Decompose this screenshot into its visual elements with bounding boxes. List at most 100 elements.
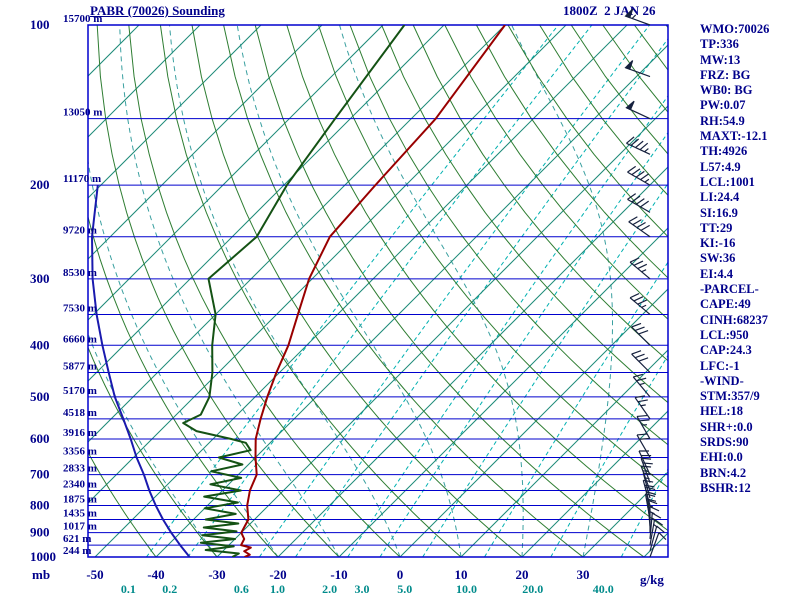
height-label: 2833 m — [63, 463, 97, 475]
info-line: LCL:950 — [700, 327, 749, 342]
gkg-unit-label: g/kg — [640, 572, 664, 587]
moist-adiabat-line — [169, 25, 401, 557]
info-line: STM:357/9 — [700, 389, 760, 404]
isotherm-line — [460, 349, 668, 557]
isotherm-line — [94, 25, 628, 557]
height-label: 11170 m — [63, 173, 101, 185]
temp-axis-label: -40 — [147, 567, 164, 582]
mixing-ratio-line — [258, 25, 650, 557]
isotherm-line — [88, 25, 384, 321]
wind-barb — [636, 414, 651, 440]
wind-barb — [632, 373, 651, 398]
isotherm-line — [88, 25, 140, 77]
temp-axis-label: 20 — [516, 567, 529, 582]
isotherm-line — [88, 25, 262, 199]
temp-axis-label: 10 — [455, 567, 468, 582]
mixing-ratio-label: 40.0 — [593, 582, 614, 596]
info-line: RH:54.9 — [700, 113, 745, 128]
height-label: 13050 m — [63, 107, 102, 119]
isotherm-line — [88, 25, 445, 382]
wind-barb-column — [624, 8, 667, 558]
moist-adiabat-line — [511, 25, 613, 557]
dry-adiabat-line — [159, 25, 462, 557]
mixing-ratio-line — [187, 25, 593, 557]
height-label: 1435 m — [63, 507, 97, 519]
info-line: SHR+:0.0 — [700, 419, 753, 434]
info-line: -WIND- — [700, 373, 744, 388]
info-line: WMO:70026 — [700, 22, 770, 36]
pressure-label: 100 — [30, 17, 50, 32]
info-line: FRZ: BG — [700, 67, 751, 82]
mb-unit-label: mb — [32, 567, 50, 582]
temperature-trace — [240, 25, 506, 557]
background-grid — [88, 25, 668, 557]
wind-barb — [629, 292, 651, 315]
isotherm-line — [88, 25, 567, 504]
height-label: 4518 m — [63, 407, 97, 419]
moist-adiabat-line — [236, 25, 462, 557]
temp-axis-label: -10 — [330, 567, 347, 582]
isotherm-line — [88, 25, 323, 260]
temp-axis-label: -50 — [86, 567, 103, 582]
pressure-label: 600 — [30, 431, 50, 446]
profile-traces — [91, 25, 506, 557]
mixing-ratio-label: 0.2 — [162, 582, 177, 596]
info-line: CAP:24.3 — [700, 343, 752, 358]
info-line: BSHR:12 — [700, 480, 751, 495]
temp-axis-label: 0 — [397, 567, 404, 582]
dry-adiabat-line — [128, 25, 401, 557]
pressure-label: 200 — [30, 177, 50, 192]
height-label: 5170 m — [63, 385, 97, 397]
info-line: SRDS:90 — [700, 435, 749, 450]
height-label: 244 m — [63, 545, 91, 557]
info-line: EI:4.4 — [700, 266, 733, 281]
mixing-ratio-label: 1.0 — [270, 582, 285, 596]
info-line: CINH:68237 — [700, 312, 769, 327]
dewpoint-trace — [182, 25, 406, 557]
pressure-label: 900 — [30, 525, 50, 540]
wind-barb — [628, 216, 651, 238]
info-line: SW:36 — [700, 251, 736, 266]
info-line: TH:4926 — [700, 144, 748, 159]
info-line: L57:4.9 — [700, 159, 741, 174]
mixing-ratio-label: 5.0 — [397, 582, 412, 596]
isotherm-line — [521, 410, 668, 557]
mixing-ratio-line — [379, 131, 668, 557]
mixing-ratio-line — [347, 95, 668, 557]
height-label: 1875 m — [63, 493, 97, 505]
wind-barb — [636, 433, 651, 458]
chart-timestamp: 1800Z 2 JAN 26 — [563, 3, 656, 18]
info-panel: WMO:70026 TP:336 MW:13 FRZ: BG WB0: BG PW:0.0… — [700, 22, 798, 496]
info-line: SI:16.9 — [700, 205, 738, 220]
wind-barb — [625, 100, 651, 120]
pressure-label: 1000 — [30, 549, 56, 564]
mixing-ratio-label: 2.0 — [322, 582, 337, 596]
pressure-label: 400 — [30, 337, 50, 352]
wind-barb — [631, 350, 651, 373]
info-line: -PARCEL- — [700, 282, 759, 297]
height-label: 6660 m — [63, 333, 97, 345]
height-label: 9720 m — [63, 225, 97, 237]
dry-adiabat-line — [88, 451, 157, 557]
wind-barb — [649, 532, 667, 558]
height-label: 621 m — [63, 533, 91, 545]
height-label: 5877 m — [63, 361, 97, 373]
chart-title: PABR (70026) Sounding — [90, 3, 225, 18]
info-line: TT:29 — [700, 220, 733, 235]
info-line: MW:13 — [700, 52, 741, 67]
wind-barb — [627, 193, 651, 213]
isotherm-line — [88, 25, 506, 443]
isotherm-line — [399, 288, 668, 557]
temp-axis-label: -20 — [269, 567, 286, 582]
info-line: LFC:-1 — [700, 358, 740, 373]
height-label: 2340 m — [63, 479, 97, 491]
info-line: HEL:18 — [700, 404, 744, 419]
pressure-label: 700 — [30, 467, 50, 482]
wind-barb — [624, 8, 651, 26]
height-label: 7530 m — [63, 302, 97, 314]
temp-axis-label: -30 — [208, 567, 225, 582]
isotherm-line — [277, 166, 668, 557]
